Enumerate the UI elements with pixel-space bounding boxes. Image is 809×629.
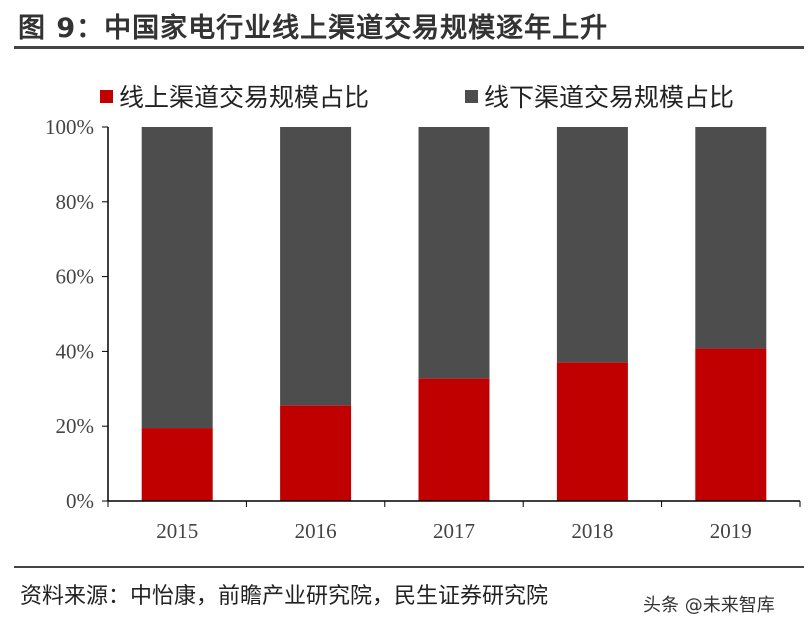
legend-swatch-offline (465, 89, 478, 103)
bar-online-2018 (556, 362, 628, 501)
x-tick-label: 2017 (433, 519, 475, 543)
y-tick-label: 20% (56, 414, 95, 438)
bar-offline-2015 (141, 127, 213, 429)
bar-offline-2017 (418, 127, 490, 379)
bar-offline-2018 (556, 127, 628, 363)
figure-title: 图 9：中国家电行业线上渠道交易规模逐年上升 (18, 13, 609, 44)
x-tick-label: 2015 (156, 519, 198, 543)
bar-offline-2016 (280, 127, 352, 406)
bar-online-2017 (418, 378, 490, 501)
source-note: 资料来源：中怡康，前瞻产业研究院，民生证券研究院 (20, 584, 549, 609)
y-tick-label: 100% (45, 115, 94, 139)
x-tick-label: 2018 (571, 519, 613, 543)
y-tick-label: 0% (66, 489, 94, 513)
bar-offline-2019 (695, 127, 767, 349)
x-tick-label: 2019 (710, 519, 752, 543)
legend-label-offline: 线下渠道交易规模占比 (484, 83, 735, 112)
bar-online-2015 (141, 428, 213, 501)
bar-online-2016 (280, 405, 352, 501)
legend-label-online: 线上渠道交易规模占比 (119, 83, 370, 112)
legend-swatch-online (100, 89, 113, 103)
y-tick-label: 80% (56, 190, 95, 214)
bar-online-2019 (695, 348, 767, 501)
legend-item-offline: 线下渠道交易规模占比 (465, 78, 734, 114)
y-tick-label: 40% (56, 339, 95, 363)
y-tick-label: 60% (56, 265, 95, 289)
legend-item-online: 线上渠道交易规模占比 (100, 78, 369, 114)
title-divider (14, 46, 804, 49)
x-tick-label: 2016 (295, 519, 337, 543)
watermark: 头条 @未来智库 (643, 595, 775, 616)
footer-divider (14, 566, 804, 568)
